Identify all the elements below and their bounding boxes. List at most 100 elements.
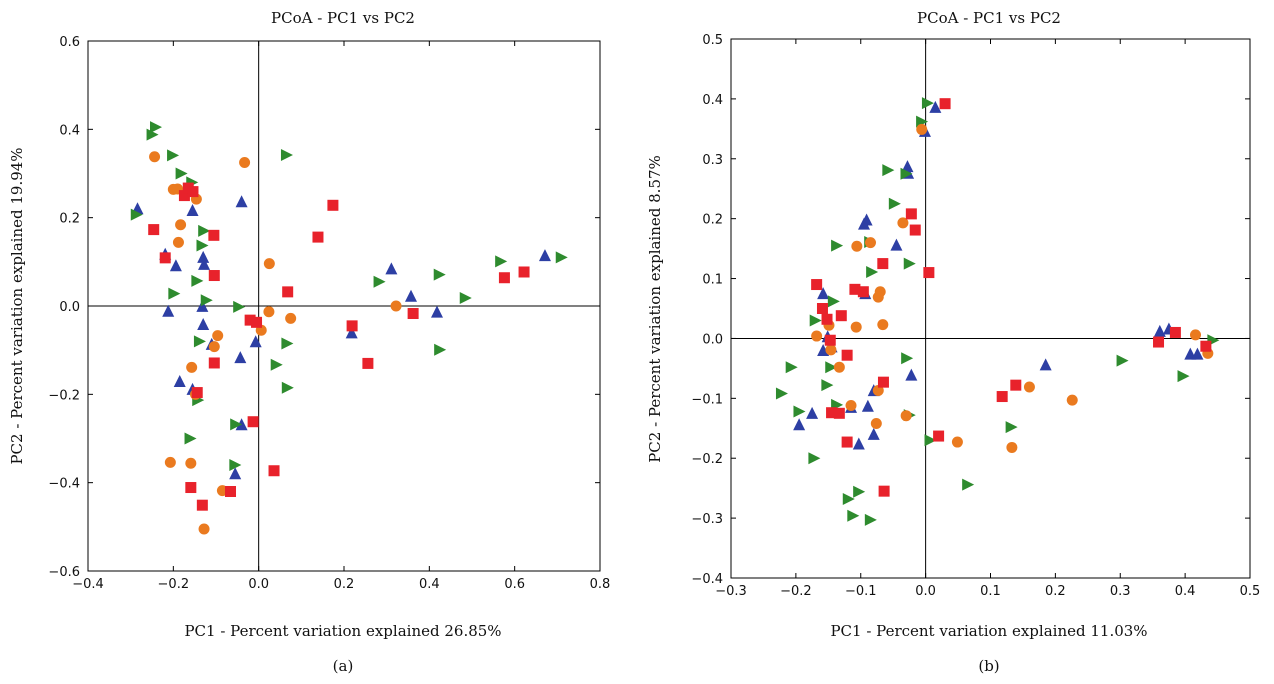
chart-a-point-circle	[390, 300, 402, 312]
chart-b-point-square	[816, 303, 828, 314]
chart-a-point-square	[518, 266, 530, 278]
chart-a-title: PCoA - PC1 vs PC2	[271, 9, 415, 27]
chart-b-point-triangle-up	[1153, 324, 1166, 337]
chart-b-point-triangle-right	[808, 452, 821, 465]
chart-b-point-square	[824, 334, 836, 346]
chart-b-point-triangle-right	[866, 265, 879, 278]
chart-a-point-triangle-right	[193, 335, 206, 348]
chart-a-point-triangle-up	[234, 351, 247, 364]
chart-a-ytick-label: 0.2	[59, 212, 80, 227]
chart-b-point-triangle-up	[806, 406, 819, 419]
chart-b-point-circle	[851, 240, 863, 252]
chart-a-point-triangle-up	[198, 257, 211, 270]
chart-b-point-triangle-right	[827, 295, 840, 308]
chart-b-ytick-label: 0.4	[702, 93, 723, 108]
chart-b-point-triangle-right	[900, 167, 913, 180]
chart-a-point-square	[208, 270, 220, 282]
chart-a-point-circle	[208, 341, 220, 353]
chart-a-point-square	[244, 314, 256, 326]
chart-b-ytick-label: 0.5	[702, 33, 723, 48]
chart-a-point-triangle-right	[434, 343, 447, 356]
chart-a-point-triangle-right	[130, 208, 143, 221]
chart-b-point-circle	[1190, 329, 1202, 341]
chart-b-point-triangle-right	[793, 405, 806, 418]
chart-a-point-triangle-right	[149, 121, 162, 134]
chart-a-point-triangle-right	[168, 287, 181, 300]
chart-a-point-triangle-right	[167, 149, 180, 162]
chart-a-point-triangle-up	[249, 335, 262, 348]
chart-a-point-triangle-right	[230, 418, 243, 431]
chart-b-point-square	[1153, 336, 1165, 348]
chart-b-point-square	[841, 349, 853, 361]
chart-a-point-square	[362, 357, 374, 369]
chart-b-point-triangle-up	[817, 287, 830, 300]
chart-b-xtick-label: 0.1	[980, 584, 1001, 599]
chart-a-point-square	[187, 186, 199, 198]
chart-b-point-triangle-right	[785, 361, 798, 374]
chart-b-point-triangle-right	[842, 492, 855, 505]
chart-b-point-circle	[833, 361, 845, 373]
chart-b-point-square	[833, 407, 845, 419]
chart-a-xtick-label: −0.4	[72, 577, 104, 592]
chart-b-point-circle	[870, 417, 882, 429]
chart-b-point-triangle-up	[929, 100, 942, 113]
chart-a-point-triangle-up	[173, 374, 186, 387]
chart-a-point-triangle-right	[175, 167, 188, 180]
chart-b-point-square	[996, 391, 1008, 403]
chart-a-point-square	[208, 229, 220, 241]
chart-a-point-square	[407, 308, 419, 320]
chart-b-point-square	[841, 436, 853, 448]
chart-a-point-triangle-up	[404, 289, 417, 302]
chart-a-point-circle	[198, 523, 210, 535]
chart-b-point-triangle-right	[1177, 370, 1190, 383]
chart-a-xtick-label: −0.2	[158, 577, 190, 592]
chart-b-point-square	[905, 208, 917, 220]
chart-b-point-triangle-right	[831, 239, 844, 252]
chart-b-point-triangle-right	[864, 513, 877, 526]
chart-b-point-square	[909, 224, 921, 236]
chart-b-xtick-label: −0.1	[845, 584, 877, 599]
chart-a-ytick-label: 0.0	[59, 300, 80, 315]
chart-a-point-triangle-right	[281, 337, 294, 350]
chart-b-ytick-label: 0.3	[702, 153, 723, 168]
chart-b-point-square	[877, 376, 889, 388]
chart-a-point-triangle-right	[459, 292, 472, 305]
chart-a-point-triangle-up	[431, 305, 444, 318]
chart-a-point-circle	[263, 258, 275, 270]
chart-a-point-circle	[263, 306, 275, 318]
chart-a-xlabel: PC1 - Percent variation explained 26.85%	[184, 622, 501, 640]
chart-b-point-circle	[864, 237, 876, 249]
chart-a-point-triangle-right	[200, 294, 213, 307]
chart-b-xtick-label: 0.3	[1110, 584, 1131, 599]
chart-b-ytick-label: 0.2	[702, 213, 723, 228]
chart-b-point-square	[939, 98, 951, 110]
chart-a-ytick-label: −0.4	[48, 477, 80, 492]
chart-b-point-square	[821, 313, 833, 325]
chart-b-point-triangle-right	[809, 314, 822, 327]
chart-b-point-triangle-right	[962, 478, 975, 491]
chart-a-point-triangle-right	[270, 358, 283, 371]
chart-b-ytick-label: −0.4	[691, 572, 723, 587]
chart-a-ytick-label: −0.2	[48, 388, 80, 403]
chart-b-point-square	[1200, 340, 1212, 352]
chart-a-point-triangle-right	[146, 128, 159, 141]
chart-b-point-square	[923, 267, 935, 279]
chart-b-xlabel: PC1 - Percent variation explained 11.03%	[830, 622, 1147, 640]
chart-b-xtick-label: 0.4	[1175, 584, 1196, 599]
chart-a-point-triangle-up	[196, 299, 209, 312]
chart-a-ylabel: PC2 - Percent variation explained 19.94%	[8, 147, 26, 464]
chart-b-point-square	[826, 407, 838, 419]
chart-a-point-triangle-right	[196, 239, 209, 252]
chart-a-point-triangle-right	[495, 255, 508, 268]
chart-a-point-circle	[172, 236, 184, 248]
chart-b-point-square	[849, 283, 861, 295]
chart-b-ytick-label: −0.1	[691, 392, 723, 407]
chart-a-point-circle	[212, 330, 224, 342]
chart-b-point-triangle-right	[924, 434, 937, 447]
chart-b-point-triangle-right	[901, 352, 914, 365]
chart-b-point-triangle-up	[793, 418, 806, 431]
chart-b-point-square	[857, 286, 869, 298]
chart-a-point-triangle-up	[169, 259, 182, 272]
chart-b-panel-label: (b)	[978, 657, 999, 675]
